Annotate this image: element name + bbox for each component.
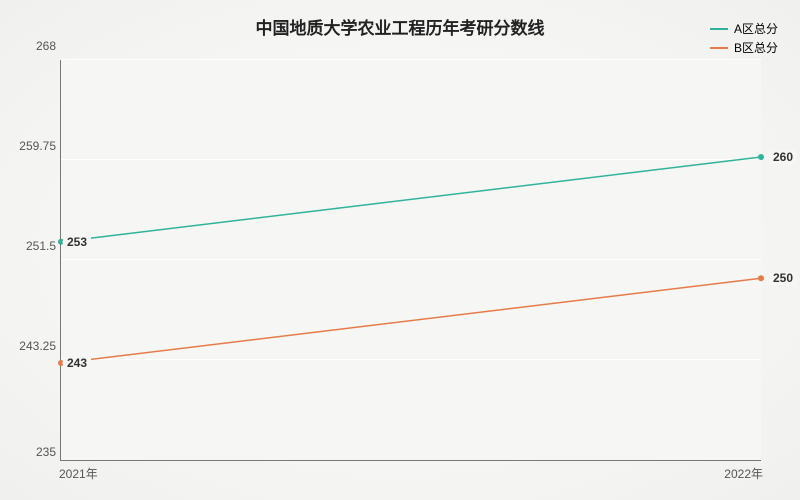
point-marker	[758, 275, 764, 281]
data-label: 253	[63, 235, 91, 249]
data-label: 260	[769, 150, 797, 164]
plot-area: 235 243.25 251.5 259.75 268 2021年 2022年 …	[60, 60, 761, 461]
line-svg	[61, 60, 761, 460]
ytick-label: 268	[6, 39, 56, 53]
chart-title: 中国地质大学农业工程历年考研分数线	[0, 14, 800, 39]
series-b-line	[61, 278, 761, 363]
series-a-line	[61, 157, 761, 242]
ytick-label: 243.25	[6, 339, 56, 353]
ytick-label: 259.75	[6, 139, 56, 153]
data-label: 250	[769, 271, 797, 285]
legend-swatch-b	[710, 47, 728, 49]
ytick-label: 251.5	[6, 239, 56, 253]
legend-label-b: B区总分	[734, 39, 778, 56]
chart-container: 中国地质大学农业工程历年考研分数线 A区总分 B区总分 235 243.25 2…	[0, 0, 800, 500]
legend: A区总分 B区总分	[710, 20, 778, 58]
point-marker	[758, 154, 764, 160]
ytick-label: 235	[6, 445, 56, 459]
xtick-label: 2021年	[59, 465, 98, 482]
legend-item-b: B区总分	[710, 39, 778, 56]
data-label: 243	[63, 356, 91, 370]
xtick-label: 2022年	[724, 465, 763, 482]
legend-swatch-a	[710, 28, 728, 30]
legend-item-a: A区总分	[710, 20, 778, 37]
legend-label-a: A区总分	[734, 20, 778, 37]
